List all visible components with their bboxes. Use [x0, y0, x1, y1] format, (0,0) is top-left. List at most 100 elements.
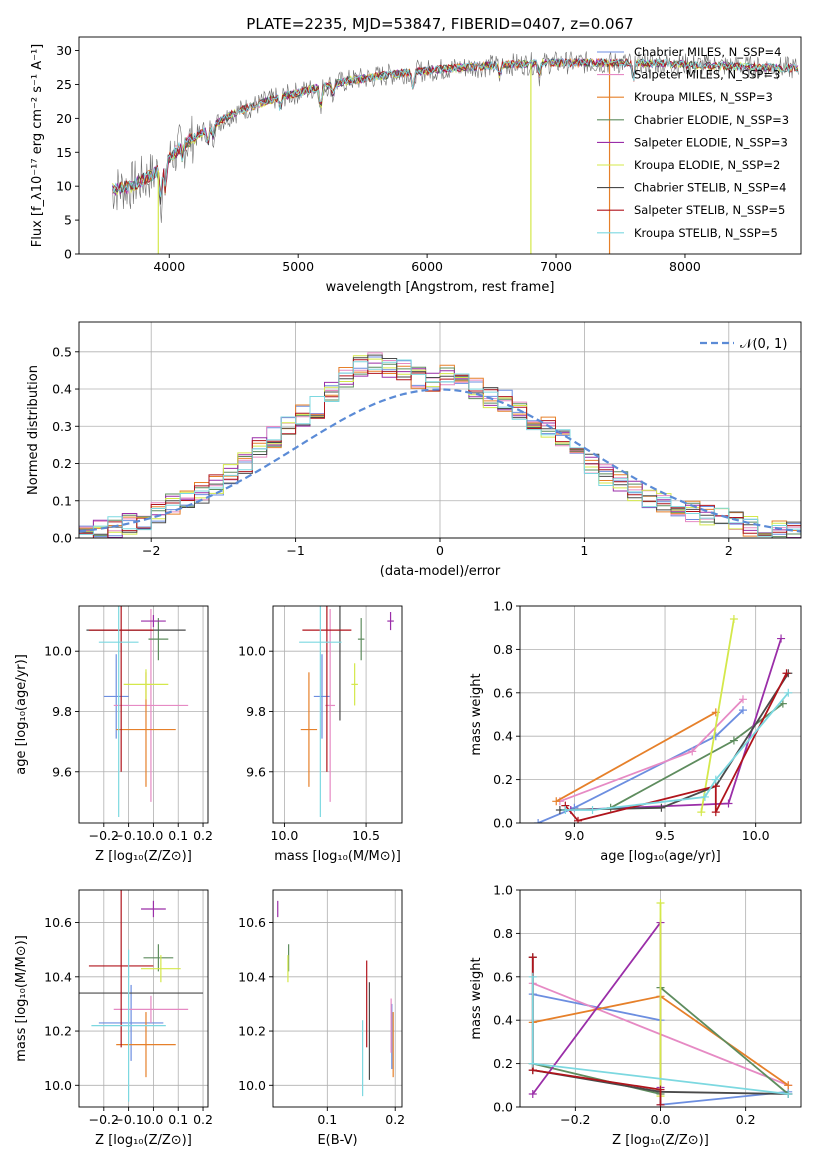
y-tick-label: 9.6 [246, 764, 266, 779]
x-tick-label: 9.0 [564, 828, 584, 843]
y-tick-label: 10.4 [44, 969, 72, 984]
x-tick-label: 6000 [411, 259, 443, 274]
series-line [570, 638, 782, 811]
y-tick-label: 10.2 [44, 1024, 72, 1039]
errorbar-point-chab-miles [98, 984, 164, 1061]
weight-series-krou-elodie [656, 899, 665, 1101]
legend-label: Salpeter STELIB, N_SSP=5 [634, 203, 785, 217]
x-tick-label: −0.2 [89, 1112, 119, 1127]
plus-marker [711, 808, 720, 817]
legend-label: 𝒩(0, 1) [740, 337, 787, 352]
y-tick-label: 15 [56, 145, 72, 160]
x-tick-label: 0.2 [193, 828, 213, 843]
y-tick-label: 10.0 [238, 644, 266, 659]
panel-residuals: −2 −1 0 1 2 0.0 0.1 0.2 0.3 0.4 0.5 (data-model)/er… [26, 321, 802, 579]
plus-marker [656, 1085, 665, 1094]
x-axis-label: (data-model)/error [380, 564, 501, 579]
plus-marker [711, 775, 720, 784]
x-tick-label: 2 [725, 543, 733, 558]
y-tick-label: 0.6 [493, 969, 513, 984]
y-tick-label: 10.0 [44, 1078, 72, 1093]
axes-frame [272, 605, 403, 824]
plus-marker [528, 953, 537, 962]
errorbar-point-krou-miles [300, 672, 318, 787]
normal-curve [79, 388, 801, 533]
x-axis-label: age [log₁₀(age/yr)] [600, 849, 721, 864]
panel-weight_vs_Z: −0.2 0.0 0.2 0.0 0.2 0.4 0.6 0.8 1.0 Z [log₁₀(Z/Z… [469, 883, 802, 1148]
errorbar-point-krou-elodie [123, 669, 169, 700]
plot-area [79, 890, 204, 1102]
plus-marker [656, 899, 665, 908]
x-axis-label: Z [log₁₀(Z/Z⊙)] [95, 849, 192, 864]
x-tick-label: 10.5 [352, 828, 380, 843]
errorbar-point-chab-miles [103, 654, 129, 739]
plot-area [277, 900, 394, 1097]
y-tick-label: 0.4 [52, 382, 72, 397]
y-tick-label: 5 [64, 213, 72, 228]
errorbar-point-krou-stelib [98, 606, 139, 817]
x-tick-label: 0.2 [193, 1112, 213, 1127]
plus-marker [574, 816, 583, 823]
plus-marker [656, 1100, 665, 1107]
plus-marker [729, 736, 738, 745]
errorbar-point-salp-miles [113, 609, 189, 802]
y-tick-label: 1.0 [493, 883, 513, 898]
y-axis-label: Normed distribution [26, 365, 41, 495]
weight-series-krou-elodie [697, 615, 738, 817]
axes-frame [78, 605, 209, 824]
x-tick-label: 0.0 [651, 1112, 671, 1127]
plus-marker [724, 799, 733, 808]
panel-mass_vs_Z: −0.2−0.1 0.0 0.1 0.2 10.0 10.2 10.4 10.6 Z [log₁… [14, 889, 213, 1148]
y-tick-label: 0.5 [52, 344, 72, 359]
errorbar-point-krou-stelib [91, 949, 166, 1102]
plus-marker [777, 634, 786, 643]
axes-frame-group: −2 −1 0 1 2 0.0 0.1 0.2 0.3 0.4 0.5 [52, 321, 802, 558]
x-tick-label: 5000 [282, 259, 314, 274]
x-tick-label: −1 [286, 543, 304, 558]
legend: 𝒩(0, 1) [700, 337, 787, 352]
plus-marker [528, 972, 537, 981]
axes-frame-group: −0.2 0.0 0.2 0.0 0.2 0.4 0.6 0.8 1.0 [493, 883, 802, 1127]
plus-marker [561, 805, 570, 814]
y-tick-label: 0.2 [493, 1056, 513, 1071]
plot-area [299, 606, 394, 817]
y-tick-label: 30 [56, 43, 72, 58]
legend: Chabrier MILES, N_SSP=4 Salpeter MILES, N… [597, 45, 789, 240]
plus-marker [738, 695, 747, 704]
errorbar-point-krou-miles [116, 1012, 176, 1078]
x-tick-label: 0.1 [168, 828, 188, 843]
plot-area [112, 51, 799, 254]
y-tick-label: 10.6 [238, 915, 266, 930]
plus-marker [782, 669, 791, 678]
plot-area [528, 899, 793, 1107]
weight-series-salp-stelib [561, 669, 791, 823]
y-tick-label: 0.0 [52, 531, 72, 546]
legend-label: Kroupa ELODIE, N_SSP=2 [634, 158, 780, 172]
weight-series-krou-stelib [561, 688, 793, 814]
y-tick-label: 0.8 [493, 926, 513, 941]
x-tick-label: 0.1 [168, 1112, 188, 1127]
legend-label: Chabrier ELODIE, N_SSP=3 [634, 113, 789, 127]
plus-marker [738, 706, 747, 715]
x-axis-label: E(B-V) [317, 1133, 357, 1148]
y-tick-label: 0.3 [52, 419, 72, 434]
axes-frame-group: −0.2−0.1 0.0 0.1 0.2 9.6 9.8 10.0 [44, 605, 213, 843]
y-tick-label: 25 [56, 77, 72, 92]
axes-frame-group: −0.2−0.1 0.0 0.1 0.2 10.0 10.2 10.4 10.6 [44, 889, 213, 1127]
errorbar-point-salp-stelib [88, 890, 154, 1048]
series-line [531, 957, 662, 1105]
errorbar-point-chab-elodie [357, 618, 365, 661]
panel-age_vs_mass: 10.0 10.5 9.6 9.8 10.0 mass [log₁₀(M/M⊙)] [238, 605, 403, 864]
y-tick-label: 10.6 [44, 915, 72, 930]
y-tick-label: 0.2 [52, 456, 72, 471]
y-tick-label: 10.2 [238, 1024, 266, 1039]
y-axis-label: mass weight [469, 957, 484, 1039]
x-tick-label: 4000 [153, 259, 185, 274]
plus-marker [700, 792, 709, 801]
series-line [559, 672, 790, 811]
x-tick-label: 0.0 [143, 828, 163, 843]
y-axis-label: Flux [f_λ10⁻¹⁷ erg cm⁻² s⁻¹ A⁻¹] [30, 44, 45, 248]
series-line [555, 711, 717, 803]
series-line [564, 672, 788, 822]
y-axis-label: mass [log₁₀(M/M⊙)] [14, 935, 29, 1062]
